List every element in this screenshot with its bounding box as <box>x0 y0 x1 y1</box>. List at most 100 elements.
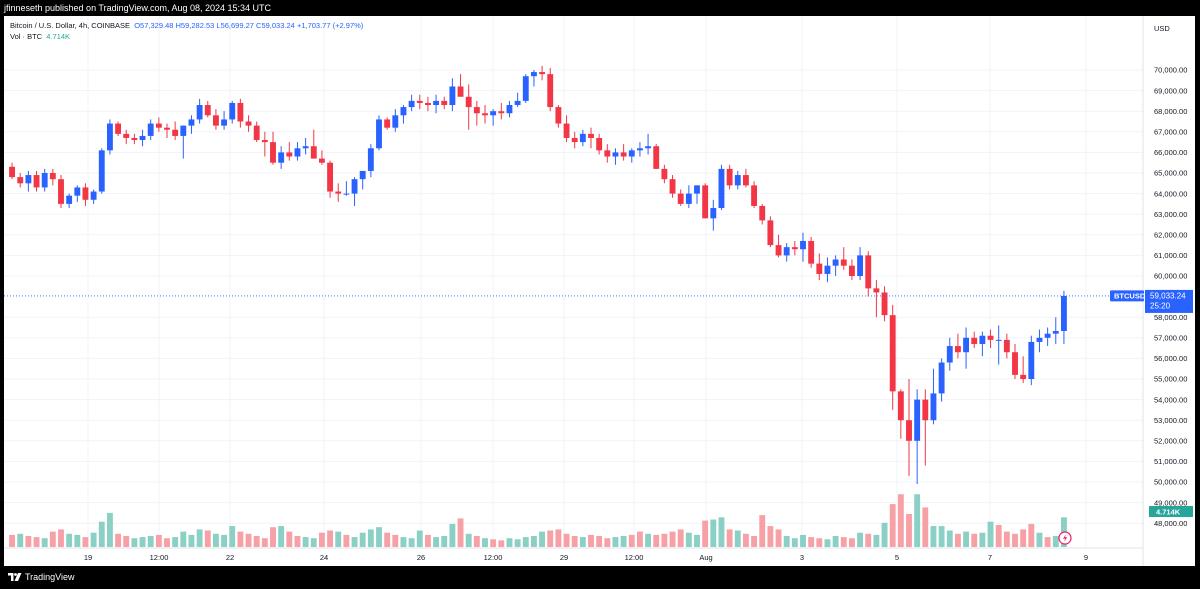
candle-body <box>873 288 880 293</box>
candle-body <box>376 119 382 149</box>
candle-body <box>881 292 888 316</box>
candle-body <box>253 125 260 141</box>
volume-bar <box>1020 529 1027 547</box>
time-tick-label: 24 <box>320 553 328 562</box>
volume-bar <box>702 520 709 547</box>
candle-body <box>188 119 195 126</box>
volume-bar <box>98 521 105 547</box>
volume-bar <box>530 536 537 547</box>
volume-bar <box>253 536 260 547</box>
last-price-tag-bg <box>1145 289 1193 313</box>
volume-bar <box>832 536 839 547</box>
volume-bar <box>808 537 815 547</box>
volume-bar <box>131 538 138 547</box>
time-tick-label: Aug <box>699 553 712 562</box>
price-axis[interactable]: USD 70,000.00 69,000.00 68,000.00 67,000.00… <box>1154 24 1187 528</box>
volume-bar <box>824 539 831 547</box>
candle-body <box>677 193 684 204</box>
price-tick-label: 69,000.00 <box>1154 86 1187 95</box>
time-tick-label: 12:00 <box>484 553 503 562</box>
volume-bar <box>555 529 562 547</box>
symbol-tag-bg <box>1110 290 1144 302</box>
candle-body <box>906 420 912 441</box>
candle-body <box>82 187 89 200</box>
volume-bar <box>694 534 700 547</box>
candle-body <box>702 185 709 219</box>
volume-bar <box>172 537 179 547</box>
flash-icon[interactable] <box>1058 531 1072 545</box>
volume-bar <box>384 532 391 547</box>
volume-bar <box>1012 533 1018 547</box>
candle-body <box>335 191 342 194</box>
candle-body <box>930 393 937 421</box>
candle-body <box>742 175 749 186</box>
candle-body <box>416 100 423 103</box>
volume-bar <box>139 537 146 547</box>
volume-bar <box>946 530 953 547</box>
candle-body <box>604 150 611 157</box>
candles <box>9 65 1067 485</box>
candle-body <box>579 133 586 143</box>
candle-body <box>620 152 627 157</box>
volume-bar <box>465 533 472 547</box>
flash-icon-bolt <box>1063 534 1068 542</box>
candle-body <box>832 259 839 266</box>
candle-body <box>914 399 921 441</box>
candle-body <box>327 162 334 192</box>
candle-body <box>506 105 513 114</box>
volume-bar <box>734 530 741 547</box>
candle-body <box>669 179 676 194</box>
candle-body <box>775 245 782 256</box>
volume-bar <box>522 537 529 547</box>
volume-bar <box>180 531 187 547</box>
candle-body <box>473 107 480 114</box>
volume-bar <box>840 537 847 547</box>
footer-bar: TradingView <box>0 566 1200 589</box>
volume-bar <box>1003 531 1010 547</box>
time-tick-label: 12:00 <box>150 553 169 562</box>
legend-open: O57,329.48 <box>134 21 174 30</box>
volume-bar <box>33 537 40 547</box>
candle-body <box>384 119 391 128</box>
volume-bar <box>106 512 113 547</box>
volume-bar <box>514 539 521 547</box>
price-tick-label: 65,000.00 <box>1154 169 1187 178</box>
volume-bar <box>930 526 937 547</box>
candle-body <box>449 86 456 106</box>
candle-body <box>294 148 301 157</box>
volume-bar <box>351 537 358 547</box>
candlestick-chart[interactable]: USD 70,000.00 69,000.00 68,000.00 67,000.00… <box>4 16 1195 566</box>
candle-body <box>318 158 325 163</box>
volume-bar <box>335 531 342 547</box>
price-tick-label: 49,000.00 <box>1154 498 1187 507</box>
candle-body <box>1036 337 1043 342</box>
volume-bar <box>473 536 480 547</box>
candle-body <box>563 123 570 138</box>
volume-bar <box>212 533 219 547</box>
volume-bar <box>653 534 660 547</box>
candle-body <box>457 86 464 97</box>
volume-bar <box>588 534 594 547</box>
volume-bar <box>620 536 627 547</box>
volume-bar <box>1028 523 1035 547</box>
volume-bar <box>441 536 448 547</box>
time-axis[interactable]: 19 12:00 22 24 26 12:00 29 12:00 Aug 3 5 7 9 <box>84 553 1088 562</box>
grid-lines <box>4 16 1143 548</box>
candle-body <box>628 150 635 157</box>
volume-bar <box>66 533 73 547</box>
candle-body <box>155 123 162 128</box>
candle-body <box>995 339 1002 341</box>
time-tick-label: 19 <box>84 553 92 562</box>
candle-body <box>1028 341 1035 379</box>
chart-frame[interactable]: USD 70,000.00 69,000.00 68,000.00 67,000.00… <box>4 16 1195 566</box>
volume-bar <box>1044 537 1051 547</box>
volume-bar <box>865 533 872 547</box>
volume-bar <box>987 521 994 547</box>
candle-body <box>424 102 431 106</box>
volume-bar <box>482 538 488 547</box>
candle-body <box>800 240 806 250</box>
candle-body <box>596 137 603 151</box>
tv-logo-right <box>14 573 22 581</box>
price-tick-label: 64,000.00 <box>1154 189 1187 198</box>
candle-body <box>90 191 97 200</box>
